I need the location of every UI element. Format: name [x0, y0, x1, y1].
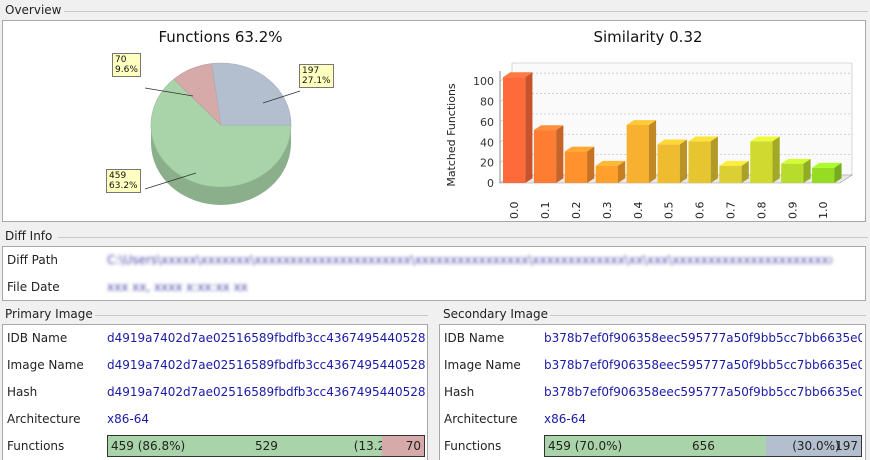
- x-tick-label: 0.0: [508, 202, 521, 220]
- diff-info-rule: [58, 237, 868, 238]
- secondary-functions-label: Functions: [444, 439, 501, 453]
- diff-info-panel: Diff Path C:\Users\xxxxx\xxxxxxx\xxxxxxx…: [2, 246, 866, 301]
- primary-hash-value[interactable]: d4919a7402d7ae02516589fbdfb3cc4367495440…: [107, 385, 425, 399]
- x-tick-label: 0.1: [539, 202, 552, 220]
- y-tick-label: 60: [480, 116, 494, 129]
- diff-info-title: Diff Info: [3, 229, 54, 243]
- y-tick-label: 20: [480, 157, 494, 170]
- similarity-bar-chart: 0 20 40 60 80 100 Matched Functions 0.0 0.1 0.2 0.…: [435, 21, 865, 221]
- primary-matched-segment: 459 (86.8%) 529 (13.2%): [108, 436, 382, 456]
- primary-functions-bar: 459 (86.8%) 529 (13.2%) 70: [107, 435, 425, 457]
- bar-front: [534, 130, 556, 183]
- secondary-bar-left-text: 459 (70.0%): [548, 439, 622, 453]
- pie-callout-459-value: 459: [109, 171, 138, 181]
- pie-callout-459-pct: 63.2%: [109, 181, 138, 191]
- pie-slice: [212, 63, 291, 125]
- bar-front: [503, 77, 525, 183]
- secondary-bar-right-value: 197: [835, 439, 858, 453]
- file-date-value: xxx xx, xxxx x:xx:xx xx: [107, 280, 267, 294]
- bar-front: [719, 166, 741, 183]
- y-tick-label: 100: [473, 75, 494, 88]
- primary-hash-label: Hash: [7, 385, 37, 399]
- secondary-hash-value[interactable]: b378b7ef0f906358eec595777a50f9bb5cc7bb66…: [544, 385, 862, 399]
- secondary-hash-label: Hash: [444, 385, 474, 399]
- secondary-idb-label: IDB Name: [444, 331, 504, 345]
- x-tick-label: 0.7: [724, 202, 737, 220]
- primary-rule: [90, 315, 428, 316]
- bar-side: [525, 72, 532, 183]
- secondary-architecture-label: Architecture: [444, 412, 517, 426]
- x-tick-label: 0.9: [786, 202, 799, 220]
- bar-side: [556, 125, 563, 183]
- secondary-rule: [546, 315, 866, 316]
- secondary-idb-value[interactable]: b378b7ef0f906358eec595777a50f9bb5cc7bb66…: [544, 331, 862, 345]
- primary-image-title: Primary Image: [3, 307, 95, 321]
- bar-front: [565, 151, 587, 183]
- primary-unmatched-segment: 70: [382, 436, 424, 456]
- x-tick-label: 1.0: [817, 202, 830, 220]
- secondary-unmatched-segment: (30.0%) 197: [766, 436, 861, 456]
- x-tick-label: 0.4: [632, 202, 645, 220]
- secondary-image-name-label: Image Name: [444, 358, 521, 372]
- bar-front: [688, 141, 710, 183]
- pie-callout-matched: 459 63.2%: [106, 169, 141, 193]
- y-tick-label: 40: [480, 136, 494, 149]
- overview-title: Overview: [3, 3, 64, 17]
- diff-path-label: Diff Path: [7, 253, 58, 267]
- primary-image-name-label: Image Name: [7, 358, 84, 372]
- pie-callout-197-value: 197: [302, 66, 331, 76]
- x-tick-label: 0.8: [755, 202, 768, 220]
- y-tick-label: 80: [480, 96, 494, 109]
- primary-image-name-value[interactable]: d4919a7402d7ae02516589fbdfb3cc4367495440…: [107, 358, 425, 372]
- secondary-bar-right-pct: (30.0%): [792, 439, 839, 453]
- x-tick-label: 0.2: [570, 202, 583, 220]
- bar-side: [680, 140, 687, 183]
- bar-side: [649, 120, 656, 183]
- primary-bar-left-text: 459 (86.8%): [111, 439, 185, 453]
- secondary-image-name-value[interactable]: b378b7ef0f906358eec595777a50f9bb5cc7bb66…: [544, 358, 862, 372]
- y-tick-label: 0: [487, 177, 494, 190]
- bar-front: [627, 125, 649, 183]
- x-tick-label: 0.3: [601, 202, 614, 220]
- primary-bar-right-value: 70: [406, 439, 421, 453]
- bar-side: [587, 147, 594, 183]
- bar-front: [750, 141, 772, 183]
- bar-side: [711, 136, 718, 183]
- pie-callout-197-pct: 27.1%: [302, 76, 331, 86]
- pie-callout-unmatched-secondary: 197 27.1%: [299, 64, 334, 88]
- secondary-bar-mid-text: 656: [692, 439, 715, 453]
- secondary-functions-bar: 459 (70.0%) 656 (30.0%) 197: [544, 435, 862, 457]
- pie-callout-70-value: 70: [115, 55, 138, 65]
- bar-front: [812, 168, 834, 183]
- primary-bar-mid-text: 529: [255, 439, 278, 453]
- diff-path-value[interactable]: C:\Users\xxxxx\xxxxxxx\xxxxxxxxxxxxxxxxx…: [107, 253, 832, 267]
- secondary-matched-segment: 459 (70.0%) 656: [545, 436, 766, 456]
- file-date-label: File Date: [7, 280, 60, 294]
- bar-front: [596, 166, 618, 183]
- x-tick-label: 0.5: [663, 202, 676, 220]
- primary-idb-label: IDB Name: [7, 331, 67, 345]
- pie-callout-unmatched-primary: 70 9.6%: [112, 53, 141, 77]
- primary-architecture-value: x86-64: [107, 412, 307, 426]
- secondary-image-panel: IDB Name b378b7ef0f906358eec595777a50f9b…: [439, 324, 866, 460]
- bar-front: [781, 164, 803, 183]
- bar-front: [658, 144, 680, 183]
- x-tick-label: 0.6: [694, 202, 707, 220]
- overview-panel: Functions 63.2% Similarity 0.32 70 9.6% …: [2, 20, 866, 222]
- secondary-image-title: Secondary Image: [441, 307, 550, 321]
- overview-rule: [60, 11, 868, 12]
- pie-callout-70-pct: 9.6%: [115, 65, 138, 75]
- primary-idb-value[interactable]: d4919a7402d7ae02516589fbdfb3cc4367495440…: [107, 331, 425, 345]
- y-axis-label: Matched Functions: [445, 83, 458, 187]
- primary-functions-label: Functions: [7, 439, 64, 453]
- primary-image-panel: IDB Name d4919a7402d7ae02516589fbdfb3cc4…: [2, 324, 428, 460]
- primary-architecture-label: Architecture: [7, 412, 80, 426]
- secondary-architecture-value: x86-64: [544, 412, 744, 426]
- functions-pie-chart: [3, 21, 443, 221]
- bar-side: [773, 136, 780, 183]
